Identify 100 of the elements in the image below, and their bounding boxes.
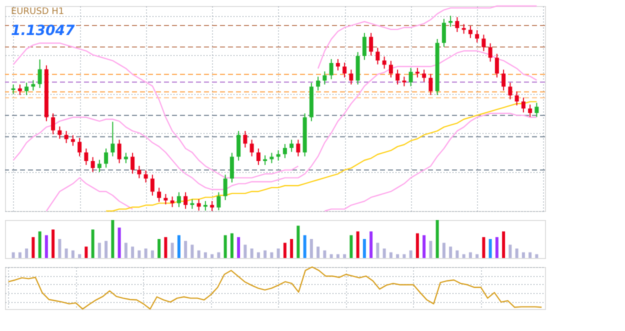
candlestick [223, 174, 228, 201]
candlestick [144, 170, 148, 183]
candlestick [388, 60, 393, 78]
bar [376, 242, 380, 258]
bar [296, 226, 300, 258]
candlestick [402, 76, 406, 87]
bar [91, 230, 94, 258]
bar [276, 248, 280, 258]
candlestick [243, 130, 248, 148]
candlestick [210, 200, 214, 212]
candlestick [216, 192, 221, 211]
candlestick [448, 15, 453, 28]
candlestick [250, 139, 254, 157]
bar [429, 240, 432, 258]
bar [12, 252, 15, 258]
bar [124, 242, 128, 258]
candlestick [336, 58, 340, 71]
candlestick [196, 198, 201, 212]
bar [522, 252, 525, 258]
bar [217, 252, 220, 258]
candlestick [164, 194, 168, 205]
candlestick [329, 58, 334, 80]
bar [316, 246, 320, 258]
candlestick [276, 150, 280, 162]
candlestick [376, 47, 380, 65]
candlestick [150, 174, 154, 196]
candlestick [58, 126, 62, 140]
bar [237, 237, 240, 258]
candlestick [236, 130, 241, 162]
bar [164, 237, 168, 258]
candlestick [11, 84, 16, 94]
bar [264, 250, 267, 258]
candlestick [382, 56, 386, 70]
bar [382, 248, 386, 258]
bar [422, 235, 426, 258]
candlestick [502, 69, 506, 92]
candlestick [422, 69, 426, 82]
bar [488, 239, 492, 258]
bar [177, 235, 180, 258]
bar [230, 233, 234, 258]
candlestick [362, 32, 366, 60]
bar [118, 228, 121, 258]
bar [462, 254, 466, 258]
bar [389, 252, 392, 258]
bar [250, 248, 254, 258]
bar [210, 254, 214, 258]
bar [38, 231, 42, 258]
candlestick [31, 80, 36, 92]
bar [290, 239, 294, 258]
candlestick [97, 159, 102, 172]
bar [58, 239, 62, 258]
bar [244, 244, 247, 258]
bar [150, 250, 154, 258]
bar [356, 231, 360, 258]
bar [515, 248, 518, 258]
bar [303, 235, 306, 258]
candlestick [455, 16, 460, 32]
candlestick [90, 156, 95, 172]
candlestick [514, 91, 519, 106]
bar [449, 246, 452, 258]
candlestick [230, 152, 234, 183]
bar [44, 235, 48, 258]
candlestick [117, 139, 122, 164]
bar [330, 254, 333, 258]
candlestick [64, 130, 68, 144]
bar [310, 239, 313, 258]
bar [476, 254, 479, 258]
bar [409, 250, 412, 258]
candlestick [462, 24, 466, 34]
bar [416, 233, 419, 258]
candlestick [170, 196, 174, 208]
bar [270, 252, 274, 258]
candlestick [184, 192, 188, 210]
bar [370, 231, 373, 258]
candlestick [369, 32, 374, 56]
bar [350, 235, 353, 258]
candlestick [442, 18, 446, 48]
candlestick [78, 137, 82, 157]
candlestick [534, 102, 539, 118]
candlestick [104, 148, 108, 168]
bar [396, 254, 400, 258]
bar [158, 239, 161, 258]
candlestick [494, 53, 499, 78]
candlestick [528, 104, 532, 118]
bar [362, 239, 366, 258]
bar [482, 237, 486, 258]
bar [508, 244, 512, 258]
candlestick [349, 69, 354, 85]
candlestick [282, 144, 287, 159]
candlestick [270, 152, 274, 164]
bar [104, 240, 108, 258]
candlestick [176, 192, 181, 208]
candlestick [51, 112, 56, 135]
bar [468, 252, 472, 258]
bar [18, 252, 22, 258]
bar [64, 248, 68, 258]
candlestick [157, 187, 162, 202]
bar [502, 231, 506, 258]
bar [71, 250, 74, 258]
bar [84, 246, 88, 258]
